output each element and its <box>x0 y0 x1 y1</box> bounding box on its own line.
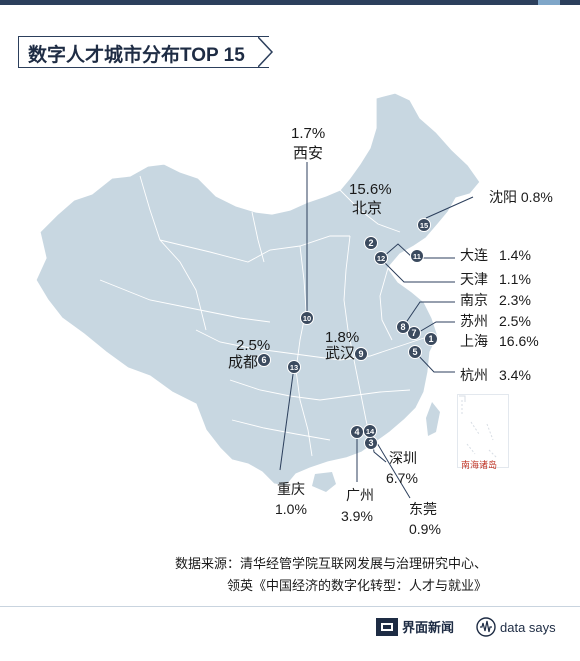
label-suzhou: 苏州 <box>460 313 488 329</box>
marker-dot <box>364 236 378 250</box>
label-nanjing-pct: 2.3% <box>499 292 531 308</box>
taiwan-island <box>426 402 440 436</box>
label-beijing-pct: 15.6% <box>349 181 392 198</box>
marker-rank-text: 5 <box>412 347 417 357</box>
top-bar-accent <box>538 0 560 5</box>
hainan-island <box>312 472 336 492</box>
marker-rank-text: 8 <box>400 322 405 332</box>
label-shanghai-pct: 16.6% <box>499 333 539 349</box>
label-suzhou-pct: 2.5% <box>499 313 531 329</box>
label-hangzhou: 杭州 <box>460 367 488 383</box>
marker-dot <box>410 249 424 263</box>
marker-rank-11: 11 <box>410 249 424 263</box>
marker-rank-9: 9 <box>354 347 368 361</box>
marker-dot <box>374 251 388 265</box>
province-borders <box>99 175 425 457</box>
marker-rank-text: 7 <box>411 328 416 338</box>
source-line-2: 领英《中国经济的数字化转型：人才与就业》 <box>227 578 488 593</box>
title-chevron-icon <box>258 36 274 68</box>
marker-rank-text: 2 <box>368 238 373 248</box>
brand-jiemian-text: 界面新闻 <box>402 620 455 635</box>
marker-dot <box>300 311 314 325</box>
label-chengdu: 成都 <box>228 354 259 371</box>
marker-rank-15: 15 <box>417 218 431 232</box>
marker-rank-text: 11 <box>413 252 421 261</box>
marker-rank-14: 14 <box>363 424 377 438</box>
label-dongguan-pct: 0.9% <box>409 521 441 537</box>
marker-dot <box>287 360 301 374</box>
marker-rank-4: 4 <box>350 425 364 439</box>
label-dongguan: 东莞 <box>409 501 437 517</box>
label-tianjin-pct: 1.1% <box>499 271 531 287</box>
label-shenzhen: 深圳 <box>389 450 417 466</box>
brand-datasays: data says <box>476 617 556 637</box>
marker-rank-text: 14 <box>366 427 375 436</box>
jiemian-logo-icon <box>376 617 398 636</box>
label-wuhan: 武汉 <box>325 345 356 362</box>
label-nanjing: 南京 <box>460 292 488 308</box>
label-hangzhou-pct: 3.4% <box>499 367 531 383</box>
marker-rank-13: 13 <box>287 360 301 374</box>
marker-dot <box>424 332 438 346</box>
marker-rank-5: 5 <box>408 345 422 359</box>
page-title: 数字人才城市分布TOP 15 <box>28 45 245 66</box>
brand-datasays-text: data says <box>500 619 556 635</box>
datasays-logo-icon <box>476 617 496 637</box>
marker-rank-text: 10 <box>303 314 311 323</box>
marker-rank-text: 4 <box>354 427 359 437</box>
marker-rank-6: 6 <box>257 353 271 367</box>
title-frame: 数字人才城市分布TOP 15 <box>18 36 269 68</box>
brand-jiemian: 界面新闻 <box>376 617 454 636</box>
source-line-1: 数据来源：清华经管学院互联网发展与治理研究中心、 <box>175 556 488 571</box>
inset-label: 南海诸岛 <box>461 460 498 470</box>
label-guangzhou-pct: 3.9% <box>341 508 373 524</box>
china-outline <box>35 92 481 487</box>
label-shanghai: 上海 <box>460 333 488 349</box>
label-xian: 西安 <box>293 145 324 162</box>
label-shenzhen-pct: 6.7% <box>386 470 418 486</box>
marker-dot <box>363 424 377 438</box>
label-chongqing: 重庆 <box>277 481 305 497</box>
label-tianjin: 天津 <box>460 271 488 287</box>
label-wuhan-pct: 1.8% <box>325 329 360 346</box>
marker-rank-text: 12 <box>377 254 385 263</box>
marker-rank-3: 3 <box>364 436 378 450</box>
marker-dot <box>408 345 422 359</box>
label-chengdu-pct: 2.5% <box>236 337 271 354</box>
footer-divider <box>0 606 580 607</box>
marker-dot <box>354 347 368 361</box>
marker-rank-1: 1 <box>424 332 438 346</box>
label-dalian: 大连 <box>460 247 488 263</box>
marker-rank-2: 2 <box>364 236 378 250</box>
label-dalian-pct: 1.4% <box>499 247 531 263</box>
marker-rank-8: 8 <box>396 320 410 334</box>
label-chongqing-pct: 1.0% <box>275 501 307 517</box>
top-bar <box>0 0 580 5</box>
marker-rank-text: 9 <box>358 349 363 359</box>
label-guangzhou: 广州 <box>346 487 374 503</box>
marker-rank-text: 15 <box>420 221 428 230</box>
marker-dot <box>407 326 421 340</box>
marker-rank-12: 12 <box>374 251 388 265</box>
marker-rank-text: 13 <box>290 363 298 372</box>
marker-rank-10: 10 <box>300 311 314 325</box>
label-beijing: 北京 <box>352 200 383 217</box>
label-shenyang: 沈阳 0.8% <box>489 189 553 205</box>
marker-rank-7: 7 <box>407 326 421 340</box>
marker-dot <box>257 353 271 367</box>
marker-rank-text: 6 <box>261 355 266 365</box>
label-xian-pct: 1.7% <box>291 125 326 142</box>
marker-dot <box>396 320 410 334</box>
marker-dot <box>417 218 431 232</box>
marker-rank-text: 1 <box>428 334 433 344</box>
marker-rank-text: 3 <box>368 438 373 448</box>
south-china-sea-inset <box>457 394 509 468</box>
source-note: 数据来源：清华经管学院互联网发展与治理研究中心、 领英《中国经济的数字化转型：人… <box>175 553 487 597</box>
